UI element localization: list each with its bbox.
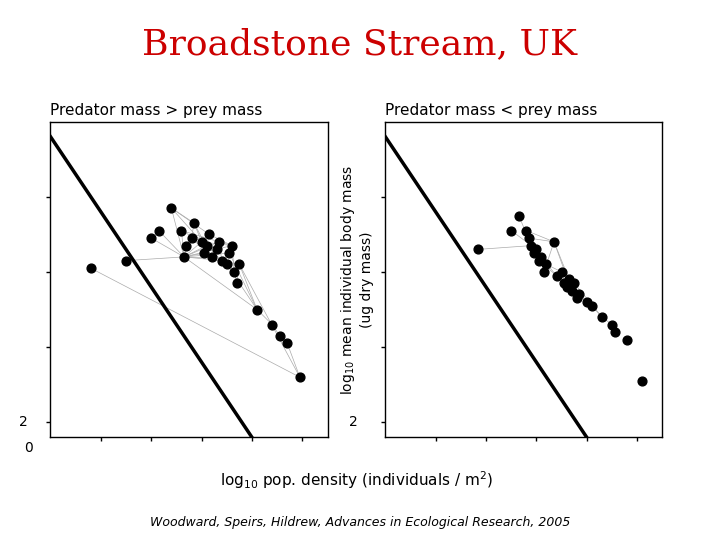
Point xyxy=(556,268,567,276)
Text: 2: 2 xyxy=(348,415,358,429)
Point xyxy=(586,301,598,310)
Point xyxy=(204,230,215,239)
Point xyxy=(609,328,621,336)
Point xyxy=(211,245,222,254)
Point xyxy=(566,286,577,295)
Point xyxy=(559,279,570,287)
Text: log$_{10}$ mean individual body mass
(ug dry mass): log$_{10}$ mean individual body mass (ug… xyxy=(339,164,374,395)
Point xyxy=(206,253,217,261)
Point xyxy=(294,373,306,382)
Point xyxy=(636,377,648,386)
Point xyxy=(120,256,132,265)
Point xyxy=(573,290,585,299)
Point xyxy=(536,253,547,261)
Point xyxy=(549,238,560,246)
Point xyxy=(231,279,243,287)
Point xyxy=(166,204,177,212)
Text: Woodward, Speirs, Hildrew, Advances in Ecological Research, 2005: Woodward, Speirs, Hildrew, Advances in E… xyxy=(150,516,570,529)
Point xyxy=(531,245,542,254)
Point xyxy=(226,241,238,250)
Point xyxy=(181,241,192,250)
Point xyxy=(505,226,517,235)
Point xyxy=(473,245,485,254)
Point xyxy=(513,211,524,220)
Point xyxy=(234,260,246,269)
Point xyxy=(274,332,286,340)
Point xyxy=(224,249,235,258)
Point xyxy=(551,272,562,280)
Point xyxy=(214,238,225,246)
Point xyxy=(186,234,197,242)
Point xyxy=(199,249,210,258)
Point xyxy=(606,320,618,329)
Point xyxy=(153,226,165,235)
Point xyxy=(179,253,190,261)
Point xyxy=(571,294,582,302)
Point xyxy=(196,238,207,246)
Point xyxy=(541,260,552,269)
Point xyxy=(251,305,263,314)
Point xyxy=(221,260,233,269)
Point xyxy=(523,234,534,242)
Point xyxy=(521,226,532,235)
Point xyxy=(528,249,540,258)
Text: Predator mass > prey mass: Predator mass > prey mass xyxy=(50,103,263,118)
Text: Broadstone Stream, UK: Broadstone Stream, UK xyxy=(143,27,577,61)
Point xyxy=(569,279,580,287)
Point xyxy=(282,339,293,348)
Point xyxy=(145,234,157,242)
Point xyxy=(176,226,187,235)
Text: Predator mass < prey mass: Predator mass < prey mass xyxy=(385,103,598,118)
Point xyxy=(85,264,96,273)
Text: log$_{10}$ pop. density (individuals / m$^2$): log$_{10}$ pop. density (individuals / m… xyxy=(220,470,493,491)
Point xyxy=(564,275,575,284)
Point xyxy=(189,219,200,227)
Point xyxy=(266,320,278,329)
Point xyxy=(229,268,240,276)
Point xyxy=(216,256,228,265)
Point xyxy=(201,241,212,250)
Point xyxy=(596,313,608,321)
Point xyxy=(534,256,545,265)
Point xyxy=(561,282,572,291)
Text: 0: 0 xyxy=(24,441,33,455)
Point xyxy=(581,298,593,306)
Text: 2: 2 xyxy=(19,415,28,429)
Point xyxy=(621,335,633,344)
Point xyxy=(539,268,550,276)
Point xyxy=(526,241,537,250)
